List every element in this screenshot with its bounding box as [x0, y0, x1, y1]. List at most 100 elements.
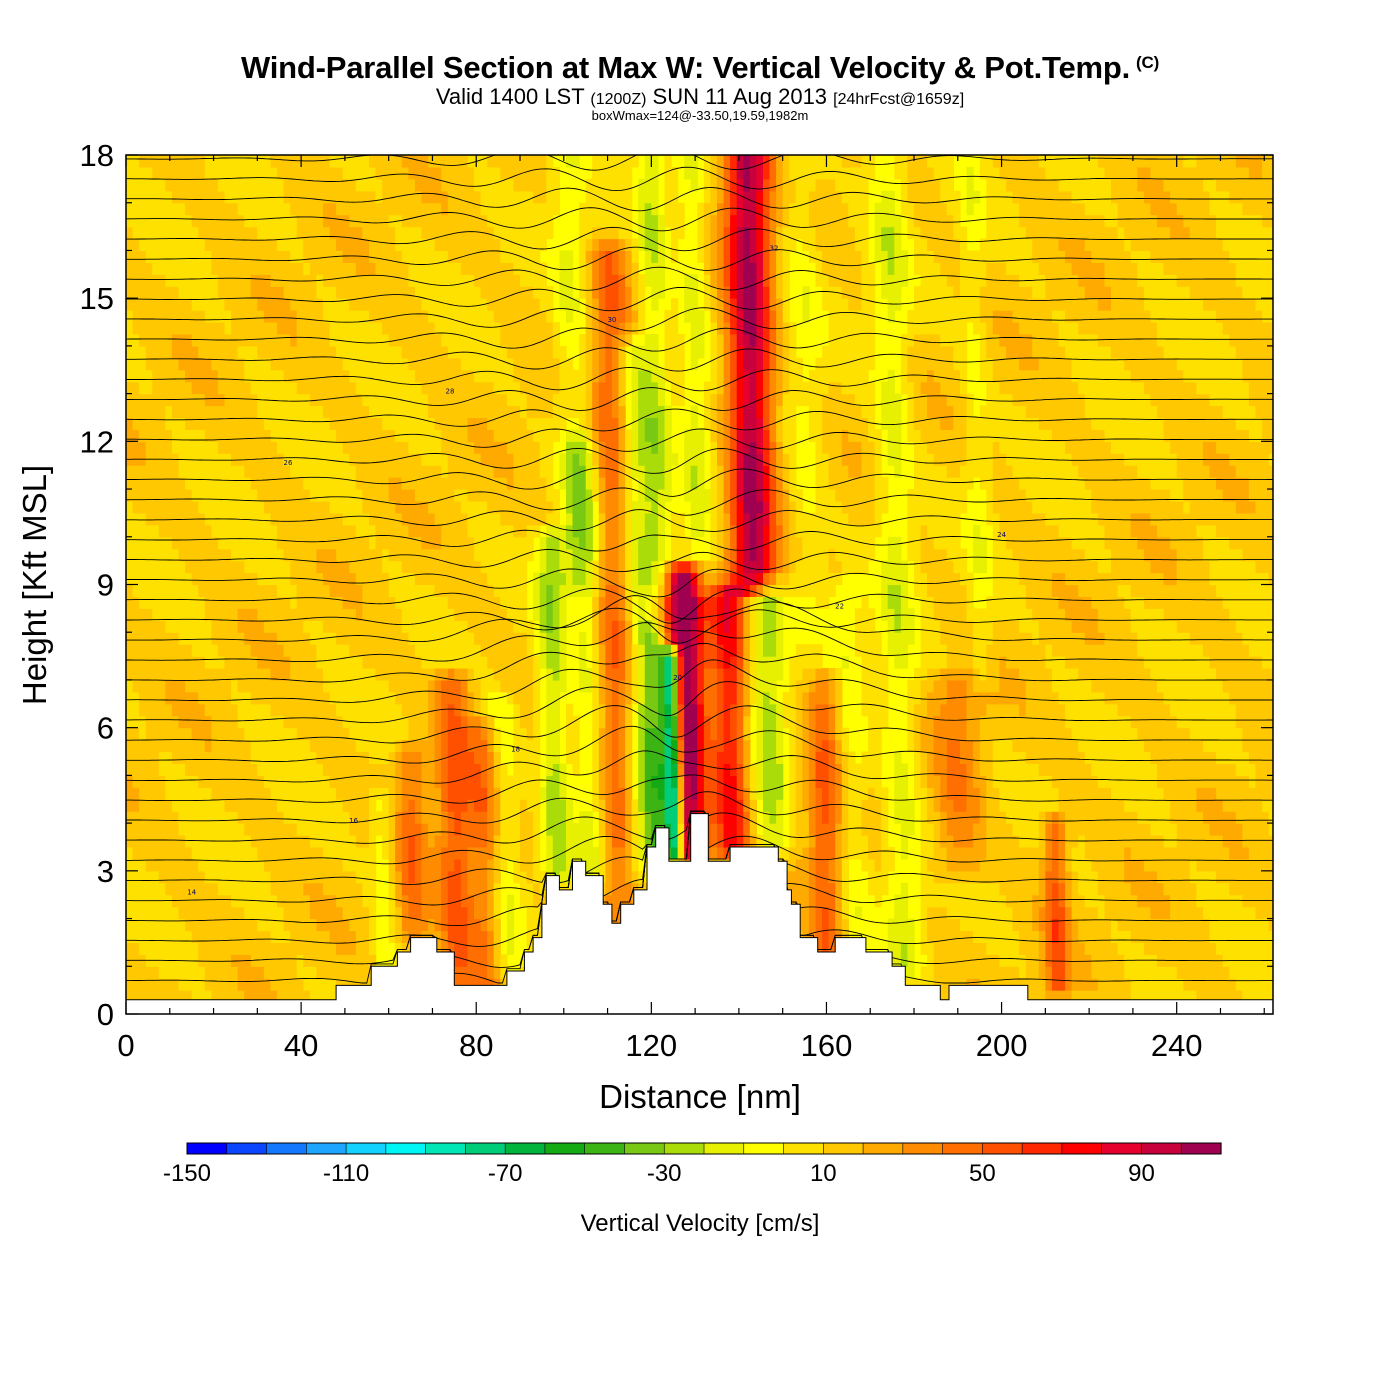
- velocity-cell: [382, 417, 390, 430]
- velocity-cell: [474, 656, 482, 669]
- velocity-cell: [428, 322, 436, 335]
- velocity-cell: [395, 894, 403, 908]
- velocity-cell: [204, 799, 212, 812]
- velocity-cell: [526, 644, 534, 657]
- velocity-cell: [533, 501, 541, 514]
- velocity-cell: [362, 166, 370, 180]
- velocity-cell: [500, 512, 508, 526]
- velocity-cell: [460, 477, 469, 490]
- velocity-cell: [303, 441, 311, 454]
- velocity-cell: [460, 202, 469, 216]
- velocity-cell: [165, 763, 173, 776]
- velocity-cell: [598, 548, 606, 562]
- velocity-cell: [414, 405, 423, 418]
- velocity-cell: [263, 310, 272, 323]
- velocity-cell: [401, 334, 409, 347]
- velocity-cell: [362, 441, 370, 454]
- velocity-cell: [145, 751, 153, 764]
- velocity-cell: [336, 393, 344, 407]
- velocity-cell: [454, 214, 462, 228]
- velocity-cell: [447, 847, 455, 860]
- velocity-cell: [316, 501, 324, 514]
- velocity-cell: [428, 202, 436, 216]
- velocity-cell: [303, 226, 311, 240]
- velocity-cell: [204, 501, 212, 514]
- velocity-cell: [454, 334, 462, 347]
- velocity-cell: [487, 202, 495, 216]
- velocity-cell: [158, 501, 166, 514]
- velocity-cell: [191, 679, 199, 693]
- velocity-cell: [408, 202, 416, 216]
- velocity-cell: [500, 656, 508, 669]
- velocity-cell: [237, 441, 245, 454]
- velocity-cell: [474, 584, 482, 597]
- velocity-cell: [329, 357, 337, 371]
- velocity-cell: [152, 489, 160, 502]
- velocity-cell: [283, 524, 291, 538]
- velocity-cell: [185, 548, 193, 562]
- velocity-cell: [382, 656, 390, 669]
- velocity-cell: [513, 250, 521, 263]
- velocity-cell: [211, 847, 219, 860]
- velocity-cell: [263, 334, 272, 347]
- velocity-cell: [513, 691, 521, 705]
- velocity-cell: [303, 357, 311, 371]
- velocity-cell: [323, 524, 331, 538]
- velocity-cell: [572, 298, 580, 311]
- velocity-cell: [277, 322, 285, 335]
- velocity-cell: [585, 357, 593, 371]
- velocity-cell: [217, 715, 226, 729]
- velocity-cell: [533, 835, 541, 848]
- velocity-cell: [126, 417, 134, 430]
- velocity-cell: [250, 668, 258, 681]
- velocity-cell: [237, 990, 245, 1003]
- velocity-cell: [126, 978, 134, 991]
- velocity-cell: [329, 393, 337, 407]
- velocity-cell: [316, 679, 324, 693]
- velocity-cell: [506, 226, 515, 240]
- velocity-cell: [165, 906, 173, 920]
- velocity-cell: [520, 465, 528, 478]
- velocity-cell: [224, 584, 232, 597]
- velocity-cell: [270, 286, 278, 299]
- velocity-cell: [355, 799, 363, 812]
- velocity-cell: [401, 727, 409, 741]
- velocity-cell: [211, 691, 219, 705]
- velocity-cell: [250, 870, 258, 884]
- velocity-cell: [244, 847, 252, 860]
- velocity-cell: [224, 166, 232, 180]
- velocity-cell: [434, 274, 442, 287]
- velocity-cell: [198, 703, 206, 717]
- velocity-cell: [198, 918, 206, 932]
- velocity-cell: [263, 465, 272, 478]
- velocity-cell: [500, 345, 508, 359]
- velocity-cell: [513, 727, 521, 741]
- velocity-cell: [277, 214, 285, 228]
- velocity-cell: [296, 178, 304, 192]
- velocity-cell: [296, 823, 304, 836]
- velocity-cell: [231, 978, 239, 991]
- velocity-cell: [480, 763, 488, 776]
- velocity-cell: [408, 858, 416, 872]
- velocity-cell: [447, 882, 455, 896]
- velocity-cell: [460, 489, 469, 502]
- velocity-cell: [336, 560, 344, 574]
- velocity-cell: [270, 417, 278, 430]
- velocity-cell: [428, 656, 436, 669]
- velocity-cell: [342, 847, 350, 860]
- velocity-cell: [316, 584, 324, 597]
- velocity-cell: [244, 787, 252, 800]
- velocity-cell: [546, 751, 554, 764]
- velocity-cell: [401, 238, 409, 251]
- velocity-cell: [401, 322, 409, 335]
- velocity-cell: [506, 608, 515, 621]
- velocity-cell: [257, 823, 265, 836]
- velocity-cell: [165, 345, 173, 359]
- velocity-cell: [270, 966, 278, 979]
- velocity-cell: [152, 166, 160, 180]
- velocity-cell: [506, 477, 515, 490]
- velocity-cell: [198, 894, 206, 908]
- velocity-cell: [552, 584, 560, 597]
- velocity-cell: [277, 596, 285, 609]
- velocity-cell: [474, 751, 482, 764]
